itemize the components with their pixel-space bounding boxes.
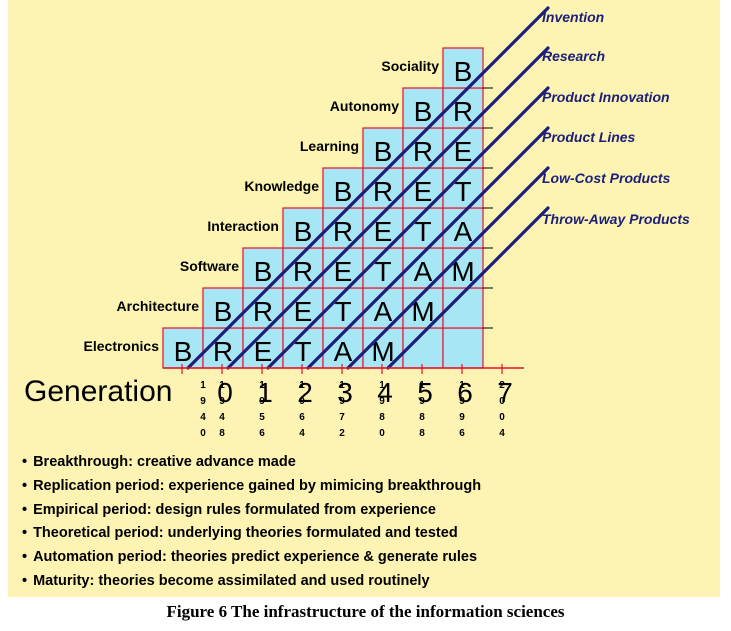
phase-letter: R [333,216,353,247]
bullet-dot: • [22,525,28,542]
phase-definition: • Replication period: experience gained b… [22,475,481,499]
phase-letter: B [174,336,193,367]
generation-number: 6 [457,377,473,408]
bullet-text: Maturity: theories become assimilated an… [33,572,430,589]
bullet-text: Empirical period: design rules formulate… [33,501,436,518]
phase-letter: E [374,216,393,247]
diagonal-label: Product Lines [542,129,636,145]
phase-definition: • Empirical period: design rules formulat… [22,499,481,523]
diagonal-label: Invention [542,9,604,25]
phase-diagonal [346,166,550,370]
diagonal-label: Product Innovation [542,89,670,105]
phase-definition: • Breakthrough: creative advance made [22,451,481,475]
row-label: Electronics [84,338,160,354]
phase-letter: A [454,216,473,247]
phase-letter: R [453,96,473,127]
phase-diagonal [306,126,550,370]
phase-letter: B [214,296,233,327]
row-label: Interaction [207,218,279,234]
generation-title: Generation [24,375,172,408]
bullet-dot: • [22,501,28,518]
phase-letter: T [294,336,311,367]
phase-letter: R [253,296,273,327]
phase-letter: E [294,296,313,327]
row-label: Software [180,258,239,274]
generation-number: 5 [417,377,433,408]
phase-letter: E [254,336,273,367]
phase-letter: E [454,136,473,167]
generation-number: 3 [337,377,353,408]
phase-letter: A [414,256,433,287]
bullet-dot: • [22,454,28,470]
phase-letter: T [374,256,391,287]
phase-definition: • Automation period: theories predict exp… [22,546,481,570]
phase-letter: R [293,256,313,287]
bullet-dot: • [22,549,28,566]
row-label: Architecture [117,298,200,314]
generation-number: 2 [297,377,313,408]
phase-diagonal [266,86,550,370]
generation-number: 0 [217,377,233,408]
phase-letter: T [454,176,471,207]
phase-letter: B [454,56,473,87]
bullet-text: Replication period: experience gained by… [33,477,482,494]
generation-number: 1 [257,377,273,408]
phase-letter: R [213,336,233,367]
phase-definition: • Maturity: theories become assimilated a… [22,570,481,594]
row-label: Autonomy [330,98,399,114]
diagonal-label: Throw-Away Products [542,211,690,227]
phase-letter: R [413,136,433,167]
generation-number: 4 [377,377,393,408]
bullet-dot: • [22,477,28,494]
bullet-text: Theoretical period: underlying theories … [33,525,458,542]
bullet-dot: • [22,572,28,589]
phase-diagonal [226,46,550,370]
phase-letter: B [414,96,433,127]
bullet-text: Breakthrough: creative advance made [33,454,296,470]
bullet-text: Automation period: theories predict expe… [33,549,478,566]
cell [442,327,484,369]
phase-letter: E [334,256,353,287]
phase-definition: • Theoretical period: underlying theories… [22,522,481,546]
phase-letter: M [451,256,474,287]
phase-letter: B [254,256,273,287]
generation-number: 7 [497,377,513,408]
phase-definitions: • Breakthrough: creative advance made • Rep… [22,451,481,594]
phase-letter: M [371,336,394,367]
phase-letter: B [294,216,313,247]
diagonal-label: Low-Cost Products [542,170,671,186]
diagonal-label: Research [542,48,605,64]
row-label: Sociality [381,58,439,74]
phase-letter: T [334,296,351,327]
phase-letter: R [373,176,393,207]
phase-letter: T [414,216,431,247]
phase-letter: A [334,336,353,367]
figure-caption: Figure 6 The infrastructure of the infor… [166,602,565,621]
phase-letter: A [374,296,393,327]
row-label: Learning [300,138,359,154]
row-label: Knowledge [244,178,319,194]
phase-letter: B [374,136,393,167]
phase-diagonal [386,206,550,370]
phase-letter: E [414,176,433,207]
phase-letter: B [334,176,353,207]
phase-diagonal [186,6,550,370]
phase-letter: M [411,296,434,327]
